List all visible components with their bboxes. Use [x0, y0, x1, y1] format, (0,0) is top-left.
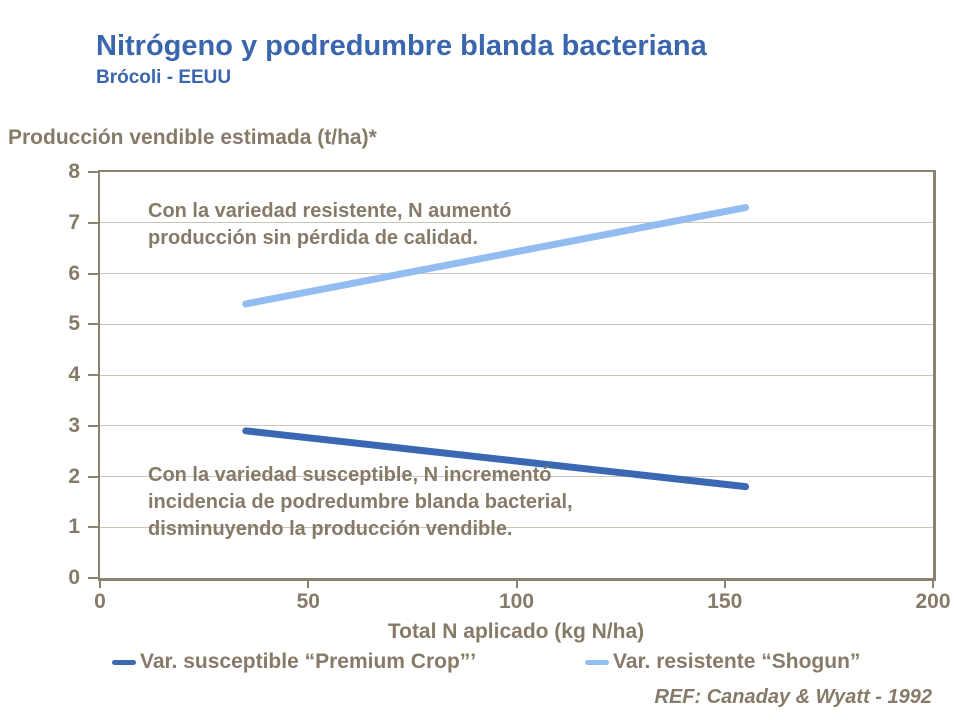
x-tick-label-150: 150 [707, 590, 743, 613]
y-tick-label-6: 6 [68, 261, 80, 285]
plot-area [98, 170, 936, 581]
x-tick-label-0: 0 [94, 590, 106, 613]
resistant-line-swatch [585, 659, 609, 665]
x-tick-150 [723, 581, 726, 588]
y-tick-label-5: 5 [68, 312, 80, 336]
y-tick-3 [88, 424, 100, 427]
x-tick-label-200: 200 [915, 590, 951, 613]
annotation-susceptible: Con la variedad susceptible, N increment… [148, 464, 573, 540]
annotation-resistant: Con la variedad resistente, N aumentó pr… [148, 200, 512, 249]
gridline-y-6 [100, 273, 933, 274]
y-tick-2 [88, 475, 100, 478]
y-tick-label-0: 0 [68, 566, 80, 589]
line-series-canvas [242, 204, 750, 491]
legend-item-susceptible: Var. susceptible “Premium Crop”’ [112, 650, 476, 674]
legend-label-resistant: Var. resistente “Shogun” [613, 650, 861, 673]
gridline-y-1 [100, 526, 933, 528]
slide-title: Nitrógeno y podredumbre blanda bacterian… [96, 30, 707, 62]
gridline-y-3 [100, 425, 933, 427]
y-tick-1 [88, 526, 100, 529]
gridline-y-7 [100, 222, 933, 224]
y-tick-label-8: 8 [68, 160, 80, 183]
y-tick-0 [88, 577, 100, 579]
gridline-y-2 [100, 476, 933, 477]
x-tick-50 [307, 581, 310, 588]
y-tick-label-3: 3 [68, 413, 80, 437]
series-line-1 [242, 204, 750, 308]
legend-item-resistant: Var. resistente “Shogun” [585, 650, 860, 674]
y-tick-label-1: 1 [68, 515, 80, 539]
series-line-0 [242, 427, 750, 491]
y-tick-label-4: 4 [68, 363, 80, 386]
x-tick-200 [932, 581, 934, 588]
slide-subtitle: Brócoli - EEUU [96, 67, 232, 88]
y-tick-7 [88, 221, 100, 224]
reference-citation: REF: Canaday & Wyatt - 1992 [654, 686, 933, 708]
gridline-y-4 [100, 374, 933, 376]
x-axis-label: Total N aplicado (kg N/ha) [387, 620, 645, 643]
y-axis-title: Producción vendible estimada (t/ha)* [8, 126, 377, 149]
y-tick-4 [88, 374, 100, 376]
x-tick-label-50: 50 [296, 590, 320, 613]
y-tick-6 [88, 272, 100, 275]
gridline-y-5 [100, 323, 933, 325]
x-tick-0 [99, 581, 101, 588]
y-tick-label-7: 7 [68, 210, 80, 234]
y-tick-8 [88, 171, 100, 173]
susceptible-line-swatch [112, 659, 136, 665]
y-tick-label-2: 2 [68, 464, 80, 488]
legend-label-susceptible: Var. susceptible “Premium Crop”’ [140, 650, 477, 673]
x-tick-label-100: 100 [498, 590, 535, 613]
x-tick-100 [515, 581, 518, 588]
y-tick-5 [88, 323, 100, 326]
